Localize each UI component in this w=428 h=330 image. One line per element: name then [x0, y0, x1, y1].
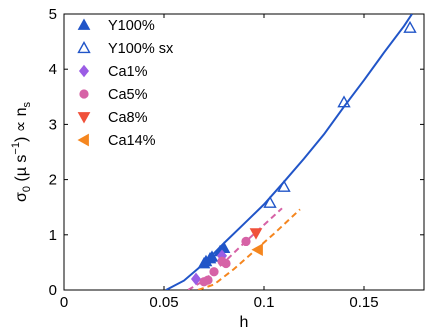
x-tick-label: 0.15	[349, 294, 378, 311]
data-point-2-1	[263, 195, 277, 208]
data-point-4-2	[203, 275, 213, 285]
legend-marker-5	[77, 112, 91, 124]
data-point-2-4	[403, 20, 417, 33]
legend-marker-4	[79, 89, 89, 99]
legend-label-2: Y100% sx	[108, 41, 174, 57]
x-axis-ticks: 0 0.05 0.1 0.15	[60, 14, 379, 311]
legend-label-1: Y100%	[108, 18, 155, 34]
y-tick-label: 4	[49, 61, 57, 78]
legend-label-6: Ca14%	[108, 133, 156, 149]
y-label-close: ) ∝ n	[13, 107, 30, 142]
legend-label-3: Ca1%	[108, 64, 148, 80]
data-point-6-1	[251, 243, 263, 257]
y-axis-ticks: 0 1 2 3 4 5	[49, 6, 424, 299]
y-tick-label: 0	[49, 282, 57, 299]
data-point-2-3	[337, 95, 351, 108]
data-points	[190, 20, 417, 287]
fit-curve-3	[197, 208, 301, 290]
data-point-4-3	[209, 267, 219, 277]
y-label-sigma: σ	[13, 192, 30, 202]
y-label-open: (µ s	[13, 155, 30, 186]
x-tick-label: 0.05	[149, 294, 178, 311]
legend-marker-6	[77, 133, 89, 147]
legend-marker-3	[78, 64, 90, 78]
data-point-3-1	[190, 272, 202, 286]
data-point-1-4	[205, 250, 219, 262]
legend-marker-1	[77, 18, 91, 30]
y-axis-label: σ0 (µ s−1) ∝ ns	[10, 101, 33, 202]
y-label-subs: s	[21, 101, 33, 107]
x-tick-label: 0.1	[254, 294, 275, 311]
legend-label-5: Ca8%	[108, 110, 148, 126]
legend-marker-2	[77, 41, 91, 54]
x-axis-label: h	[240, 314, 249, 330]
y-tick-label: 2	[49, 172, 57, 189]
y-tick-label: 1	[49, 227, 57, 244]
y-tick-label: 5	[49, 6, 57, 23]
x-tick-label: 0	[60, 294, 68, 311]
y-label-supneg: −1	[10, 142, 22, 155]
data-point-2-2	[277, 179, 291, 192]
legend-label-4: Ca5%	[108, 87, 148, 103]
legend: Y100% Y100% sx Ca1% Ca5% Ca8% Ca14%	[77, 18, 174, 149]
y-label-sub0: 0	[21, 186, 33, 192]
data-point-4-5	[221, 258, 231, 269]
data-point-4-6	[241, 236, 251, 247]
y-tick-label: 3	[49, 116, 57, 133]
data-point-5-1	[249, 228, 263, 240]
